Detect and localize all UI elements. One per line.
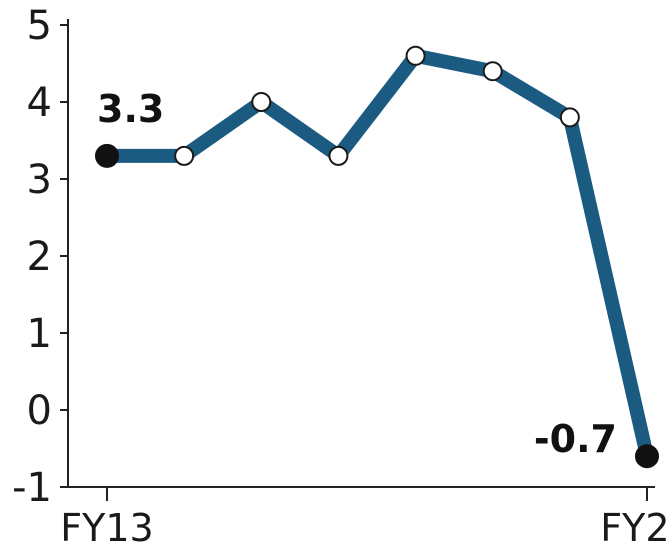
data-point-group — [95, 45, 659, 469]
x-tick-label: FY13 — [60, 506, 153, 550]
y-tick-label: 3 — [27, 157, 52, 203]
y-tick-label: 1 — [27, 311, 52, 357]
data-point — [559, 107, 580, 128]
x-tick-label: FY20 — [600, 506, 668, 550]
y-tick-label: 0 — [27, 388, 52, 434]
y-axis: 5 4 3 2 1 0 -1 — [12, 3, 69, 511]
data-label-group: 3.3 -0.7 — [97, 87, 617, 461]
y-tick-label: 5 — [27, 3, 52, 49]
y-tick-label: -1 — [12, 465, 52, 511]
series-line-group — [100, 48, 654, 464]
data-point — [328, 145, 349, 166]
data-point — [174, 145, 195, 166]
endpoint-marker — [635, 444, 659, 469]
y-tick-label: 2 — [27, 234, 52, 280]
data-point — [251, 92, 272, 112]
series-line — [100, 48, 654, 464]
data-label: 3.3 — [97, 87, 164, 131]
y-tick-label: 4 — [27, 80, 52, 126]
x-axis: FY13 FY20 — [60, 486, 668, 550]
data-point — [405, 45, 426, 66]
data-point — [482, 61, 503, 82]
endpoint-marker — [95, 143, 119, 168]
data-label: -0.7 — [534, 417, 617, 461]
